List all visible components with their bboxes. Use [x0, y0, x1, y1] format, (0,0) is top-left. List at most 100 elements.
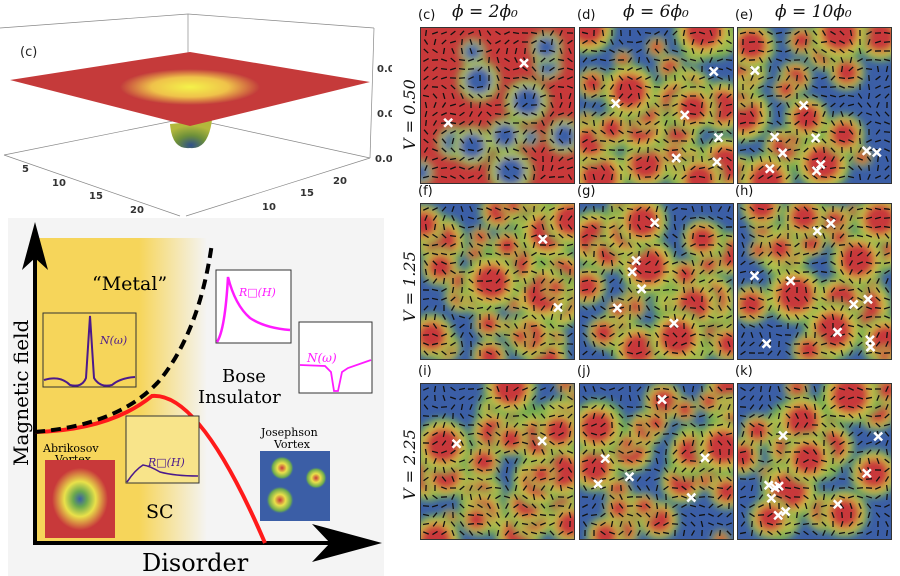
current-arrow: [866, 503, 872, 509]
inset-label: R□(H): [147, 456, 185, 469]
josephson-label: Vortex: [273, 438, 311, 451]
current-arrow: [875, 129, 881, 135]
current-arrow: [691, 394, 695, 402]
current-arrow: [803, 206, 809, 212]
current-arrow: [785, 522, 791, 526]
current-arrow: [540, 260, 546, 266]
current-arrow: [784, 405, 792, 409]
current-arrow: [645, 485, 651, 491]
current-arrow: [550, 128, 554, 136]
current-arrow: [476, 288, 484, 292]
current-arrow: [784, 49, 792, 53]
current-arrow: [433, 422, 437, 428]
current-arrow: [523, 403, 527, 411]
current-arrow: [541, 110, 545, 118]
current-arrow: [635, 450, 643, 454]
current-arrow: [876, 65, 880, 73]
current-arrow: [804, 286, 808, 294]
current-arrow: [847, 495, 855, 499]
current-arrow: [522, 485, 528, 491]
current-arrow: [698, 504, 706, 508]
current-arrow: [591, 404, 597, 410]
current-arrow: [567, 413, 573, 419]
current-arrow: [847, 94, 855, 98]
current-arrow: [680, 49, 688, 53]
current-arrow: [636, 269, 642, 275]
current-arrow: [433, 385, 437, 393]
current-arrow: [568, 128, 572, 136]
current-arrow: [646, 250, 650, 258]
current-arrow: [848, 260, 854, 266]
current-arrow: [486, 207, 492, 211]
current-arrow: [803, 494, 809, 500]
current-arrow: [600, 315, 606, 319]
current-arrow: [707, 405, 715, 409]
current-arrow: [681, 350, 687, 356]
current-arrow: [583, 110, 587, 118]
current-arrow: [759, 529, 763, 537]
current-arrow: [654, 30, 660, 36]
current-arrow: [750, 484, 754, 492]
current-arrow: [776, 120, 782, 126]
current-arrow: [422, 207, 430, 211]
current-arrow: [495, 120, 501, 126]
current-arrow: [626, 496, 634, 498]
current-arrow: [803, 165, 809, 171]
current-arrow: [549, 395, 555, 401]
current-arrow: [671, 261, 679, 265]
current-arrow: [440, 67, 448, 71]
current-arrow: [654, 431, 660, 437]
current-arrow: [582, 39, 588, 45]
density-blob: [788, 384, 806, 397]
current-arrow: [885, 394, 889, 402]
current-arrow: [485, 351, 493, 355]
current-arrow: [794, 84, 800, 90]
vortex-marker-icon: [812, 226, 823, 236]
current-arrow: [618, 350, 624, 356]
current-arrow: [476, 49, 484, 53]
current-arrow: [848, 350, 854, 356]
current-arrow: [476, 207, 484, 211]
current-arrow: [548, 414, 556, 418]
current-arrow: [831, 313, 835, 321]
current-arrow: [568, 430, 572, 438]
current-arrow: [514, 394, 518, 402]
current-arrow: [441, 476, 447, 482]
current-arrow: [708, 333, 714, 337]
current-arrow: [866, 278, 872, 284]
current-arrow: [592, 439, 596, 447]
current-arrow: [583, 83, 587, 91]
current-arrow: [672, 84, 678, 90]
current-arrow: [740, 207, 746, 211]
current-arrow: [504, 314, 510, 320]
column-title: ϕ = 10ϕ₀: [775, 2, 852, 22]
current-arrow: [540, 332, 546, 338]
current-arrow: [700, 137, 704, 145]
current-arrow: [741, 430, 745, 438]
current-arrow: [749, 395, 755, 401]
current-arrow: [811, 76, 819, 80]
current-arrow: [627, 48, 633, 54]
current-arrow: [708, 467, 714, 473]
current-arrow: [739, 148, 747, 152]
vortex-marker-icon: [649, 217, 660, 228]
current-arrow: [422, 325, 430, 327]
current-arrow: [710, 146, 712, 154]
current-arrow: [662, 94, 670, 98]
current-arrow: [619, 232, 623, 240]
current-arrow: [467, 216, 475, 220]
current-arrow: [777, 268, 781, 276]
current-arrow: [785, 495, 791, 499]
current-arrow: [866, 449, 872, 455]
current-arrow: [559, 520, 563, 528]
current-arrow: [719, 448, 721, 456]
current-arrow: [698, 225, 706, 229]
current-arrow: [478, 259, 482, 267]
current-arrow: [875, 93, 881, 99]
current-arrow: [682, 475, 686, 483]
current-arrow: [829, 40, 837, 44]
current-arrow: [849, 119, 853, 127]
current-arrow: [830, 102, 836, 108]
current-arrow: [700, 155, 704, 163]
current-arrow: [698, 216, 706, 220]
